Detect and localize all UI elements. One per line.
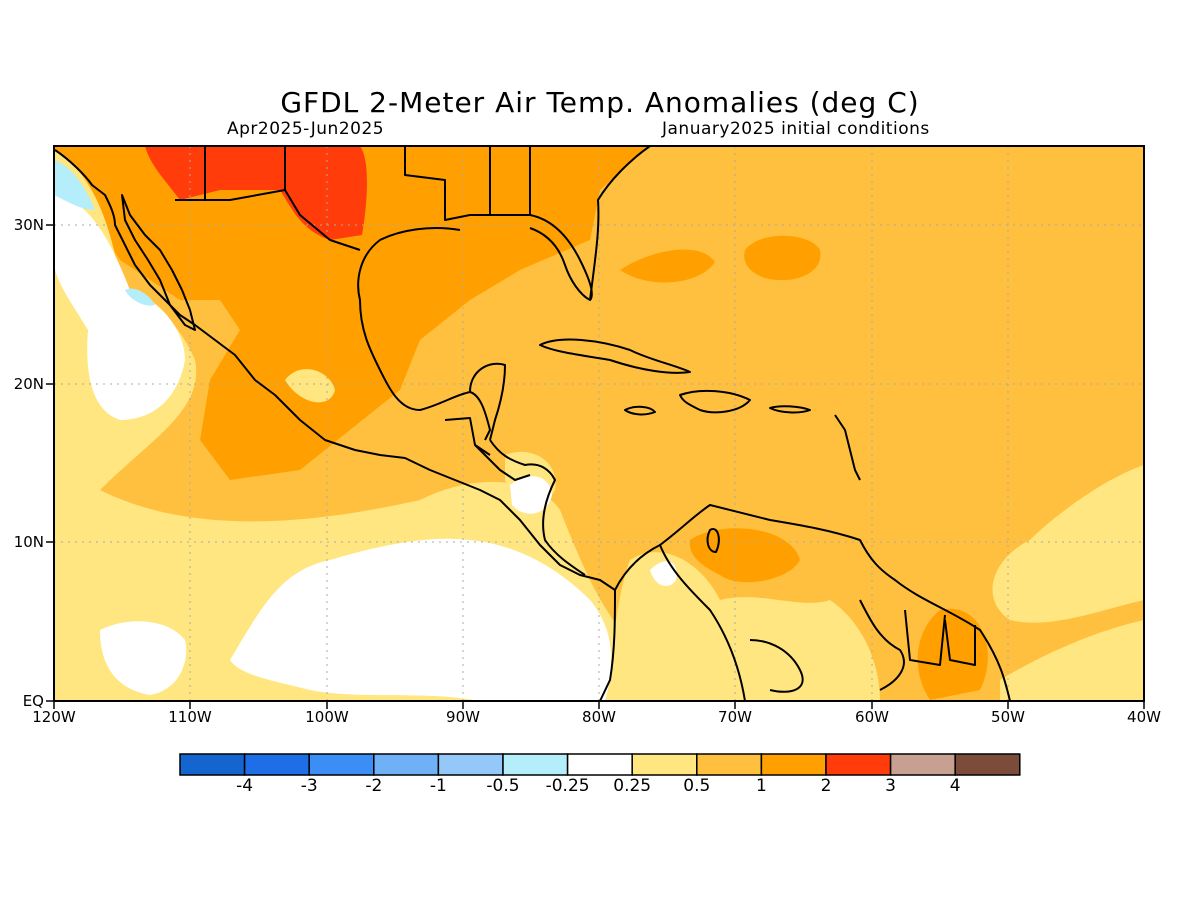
field-0.25-0.5-brazil	[1000, 620, 1144, 701]
y-tick-label: 20N	[13, 375, 44, 393]
colorbar-label: -3	[300, 776, 318, 796]
x-tick-label: 80W	[582, 708, 616, 726]
field-1-2-north	[54, 146, 650, 480]
period-label: Apr2025-Jun2025	[227, 119, 385, 139]
field-0.25-0.5-southamerica	[600, 552, 880, 701]
axis-ticks	[46, 224, 1145, 709]
colorbar-label: -0.25	[545, 776, 590, 796]
x-tick-label: 110W	[168, 708, 212, 726]
field-1-2-bahamas	[620, 249, 715, 283]
field-neutral-colombia	[650, 561, 677, 586]
colorbar-label: 3	[885, 776, 897, 796]
y-tick-label: EQ	[22, 692, 44, 710]
x-tick-label: 120W	[32, 708, 76, 726]
colorbar-label: 1	[755, 776, 767, 796]
colorbar-label: 0.25	[613, 776, 652, 796]
x-tick-label: 70W	[718, 708, 752, 726]
field-neutral-baja	[54, 195, 185, 420]
colorbar-label: 4	[949, 776, 961, 796]
field-2-3	[145, 146, 367, 240]
x-tick-label: 90W	[446, 708, 480, 726]
field-1-2-venezuela	[689, 528, 800, 583]
colorbar-label: 2	[820, 776, 832, 796]
x-tick-label: 50W	[991, 708, 1025, 726]
field-neutral-coast	[100, 621, 187, 695]
field-neg-0.25-b	[125, 288, 155, 306]
field-0.25-0.5-mexico	[285, 369, 335, 403]
chart-title: GFDL 2-Meter Air Temp. Anomalies (deg C)	[280, 86, 920, 119]
coastlines	[54, 146, 1011, 701]
field-0.25-0.5-atlantic	[992, 465, 1144, 623]
colorbar-label: 0.5	[683, 776, 711, 796]
y-tick-label: 10N	[13, 533, 44, 551]
x-tick-label: 40W	[1127, 708, 1161, 726]
field-neutral-nicaragua	[510, 476, 552, 514]
colorbar-label: -4	[236, 776, 254, 796]
anomaly-fields	[54, 146, 1144, 701]
initial-conditions-label: January2025 initial conditions	[662, 119, 930, 139]
x-tick-label: 60W	[855, 708, 889, 726]
colorbar-label: -0.5	[486, 776, 520, 796]
colorbar-label: -1	[429, 776, 447, 796]
field-neg-0.25	[54, 160, 95, 210]
y-tick-label: 30N	[13, 216, 44, 234]
field-1-2-atlantic	[744, 235, 821, 281]
field-neutral-pacific	[230, 538, 612, 701]
x-tick-label: 100W	[305, 708, 349, 726]
colorbar-label: -2	[365, 776, 383, 796]
field-1-2-guiana	[917, 608, 988, 700]
